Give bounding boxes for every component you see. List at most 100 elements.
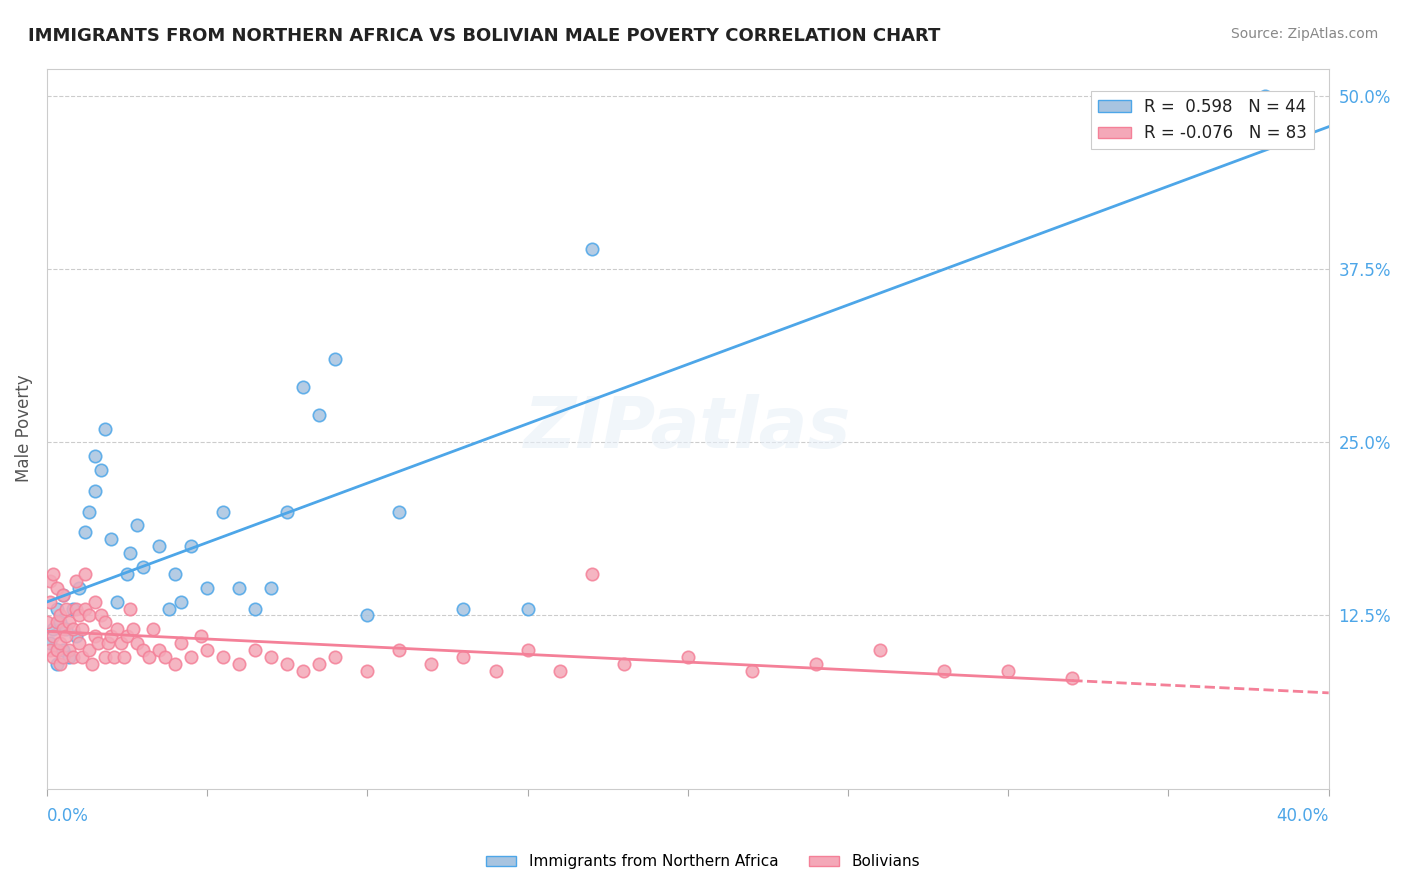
Point xyxy=(48,608,70,623)
Point xyxy=(581,242,603,256)
Point xyxy=(77,505,100,519)
Point xyxy=(52,588,75,602)
Point xyxy=(170,594,193,608)
Point xyxy=(581,566,603,581)
Point xyxy=(90,608,112,623)
Point xyxy=(122,623,145,637)
Point xyxy=(260,581,283,595)
Point xyxy=(180,539,202,553)
Point xyxy=(58,615,80,630)
Point xyxy=(84,594,107,608)
Point xyxy=(39,594,62,608)
Point xyxy=(62,650,84,665)
Point xyxy=(93,650,115,665)
Point xyxy=(741,664,763,678)
Point xyxy=(84,629,107,643)
Point xyxy=(356,608,378,623)
Point xyxy=(52,650,75,665)
Point xyxy=(67,608,90,623)
Point xyxy=(35,615,58,630)
Text: 40.0%: 40.0% xyxy=(1277,807,1329,825)
Point xyxy=(292,664,315,678)
Point xyxy=(105,594,128,608)
Point xyxy=(58,643,80,657)
Point xyxy=(115,566,138,581)
Point xyxy=(84,483,107,498)
Point xyxy=(165,657,187,671)
Point xyxy=(308,657,330,671)
Point xyxy=(58,650,80,665)
Legend: Immigrants from Northern Africa, Bolivians: Immigrants from Northern Africa, Bolivia… xyxy=(479,848,927,875)
Point xyxy=(148,643,170,657)
Point xyxy=(55,623,77,637)
Point xyxy=(77,608,100,623)
Point xyxy=(45,657,67,671)
Point xyxy=(45,581,67,595)
Point xyxy=(276,505,298,519)
Point xyxy=(228,581,250,595)
Legend: R =  0.598   N = 44, R = -0.076   N = 83: R = 0.598 N = 44, R = -0.076 N = 83 xyxy=(1091,91,1315,149)
Point xyxy=(45,643,67,657)
Point xyxy=(75,601,97,615)
Point xyxy=(93,615,115,630)
Point xyxy=(75,566,97,581)
Point xyxy=(125,636,148,650)
Point xyxy=(70,650,93,665)
Point xyxy=(62,623,84,637)
Point xyxy=(100,629,122,643)
Point xyxy=(228,657,250,671)
Point xyxy=(125,518,148,533)
Point xyxy=(869,643,891,657)
Point xyxy=(323,650,346,665)
Text: IMMIGRANTS FROM NORTHERN AFRICA VS BOLIVIAN MALE POVERTY CORRELATION CHART: IMMIGRANTS FROM NORTHERN AFRICA VS BOLIV… xyxy=(28,27,941,45)
Point xyxy=(70,623,93,637)
Y-axis label: Male Poverty: Male Poverty xyxy=(15,375,32,483)
Point xyxy=(148,539,170,553)
Point xyxy=(39,643,62,657)
Point xyxy=(120,546,142,560)
Point xyxy=(484,664,506,678)
Point xyxy=(65,601,87,615)
Point xyxy=(39,636,62,650)
Point xyxy=(1062,671,1084,685)
Point xyxy=(997,664,1019,678)
Point xyxy=(48,636,70,650)
Point xyxy=(613,657,636,671)
Text: 0.0%: 0.0% xyxy=(46,807,89,825)
Point xyxy=(155,650,177,665)
Text: ZIPatlas: ZIPatlas xyxy=(524,394,852,463)
Point xyxy=(453,650,475,665)
Point xyxy=(388,643,411,657)
Point xyxy=(90,463,112,477)
Point xyxy=(388,505,411,519)
Point xyxy=(55,601,77,615)
Point xyxy=(308,408,330,422)
Point xyxy=(67,581,90,595)
Point xyxy=(42,629,65,643)
Point xyxy=(110,636,132,650)
Point xyxy=(170,636,193,650)
Point xyxy=(115,629,138,643)
Point xyxy=(103,650,125,665)
Point xyxy=(55,629,77,643)
Point xyxy=(48,615,70,630)
Point xyxy=(1253,89,1275,103)
Point xyxy=(420,657,443,671)
Point xyxy=(42,566,65,581)
Point xyxy=(548,664,571,678)
Point xyxy=(77,643,100,657)
Point xyxy=(42,623,65,637)
Point xyxy=(676,650,699,665)
Point xyxy=(42,650,65,665)
Point xyxy=(120,601,142,615)
Point xyxy=(132,643,155,657)
Point xyxy=(48,657,70,671)
Point xyxy=(45,615,67,630)
Point xyxy=(65,629,87,643)
Point xyxy=(52,623,75,637)
Point xyxy=(292,380,315,394)
Point xyxy=(97,636,120,650)
Point xyxy=(212,650,235,665)
Point xyxy=(243,601,266,615)
Point xyxy=(195,643,218,657)
